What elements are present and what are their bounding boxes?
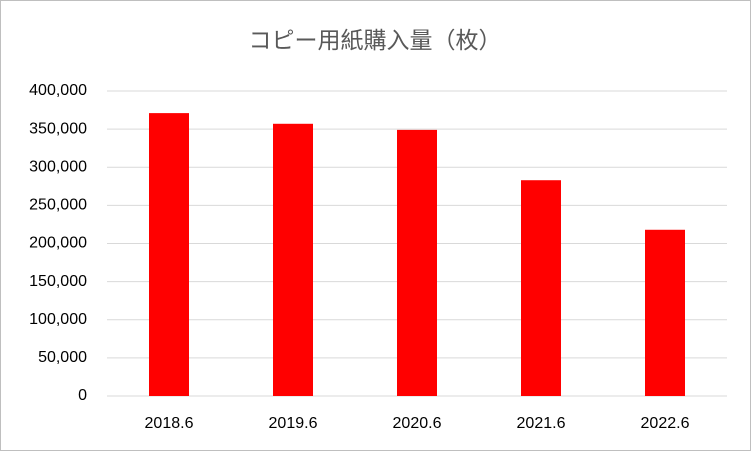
y-tick-label: 200,000 [29, 235, 87, 252]
y-tick-label: 250,000 [29, 197, 87, 214]
y-tick-label: 350,000 [29, 120, 87, 137]
bar [149, 113, 189, 397]
bar [645, 229, 685, 396]
x-tick-label: 2019.6 [269, 415, 318, 432]
bar [273, 123, 313, 396]
y-tick-label: 0 [78, 387, 87, 404]
x-tick-label: 2020.6 [393, 415, 442, 432]
y-tick-label: 300,000 [29, 158, 87, 175]
bar [397, 129, 437, 396]
chart-title: コピー用紙購入量（枚） [249, 27, 502, 53]
x-tick-label: 2021.6 [517, 415, 566, 432]
x-tick-label: 2018.6 [145, 415, 194, 432]
y-tick-label: 50,000 [38, 349, 87, 366]
y-tick-label: 400,000 [29, 82, 87, 99]
y-tick-label: 150,000 [29, 273, 87, 290]
bar [521, 180, 561, 396]
y-tick-label: 100,000 [29, 311, 87, 328]
x-tick-label: 2022.6 [641, 415, 690, 432]
